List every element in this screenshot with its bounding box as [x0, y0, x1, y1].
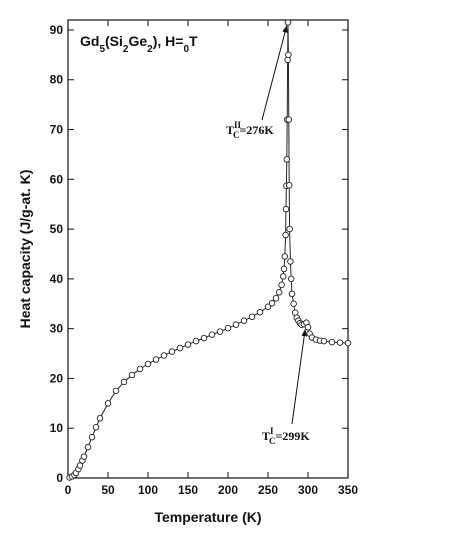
data-point	[272, 295, 280, 302]
data-point	[92, 423, 100, 431]
data-point	[283, 156, 291, 163]
data-point	[336, 339, 344, 346]
x-tick-label: 50	[101, 483, 115, 497]
data-point	[285, 116, 293, 123]
annotation: TI C=299K	[262, 426, 310, 446]
annotation-base: T	[226, 123, 234, 137]
data-point	[144, 360, 152, 368]
annotation-arrow	[291, 329, 308, 425]
y-axis-label: Heat capacity (J/g-at. K)	[17, 170, 33, 329]
x-tick-label: 250	[258, 483, 278, 497]
annotation-sub: C	[269, 436, 276, 446]
y-tick-label: 70	[50, 123, 64, 137]
chart-title: Gd5(Si2Ge2), H=0T	[80, 33, 198, 55]
data-point	[278, 281, 285, 289]
data-point	[184, 341, 192, 348]
data-point	[128, 371, 136, 379]
x-tick-label: 350	[338, 483, 358, 497]
data-point	[168, 348, 176, 355]
x-tick-label: 100	[138, 483, 158, 497]
data-point	[232, 321, 240, 328]
x-tick-label: 0	[65, 483, 72, 497]
y-tick-label: 50	[50, 222, 64, 236]
data-point	[304, 323, 312, 331]
data-point	[84, 443, 92, 451]
data-point	[285, 51, 292, 59]
data-point	[248, 313, 256, 320]
y-tick-label: 90	[50, 23, 64, 37]
data-point	[284, 19, 292, 26]
annotation-text: =299K	[276, 429, 311, 443]
annotation: TII C=276K	[226, 120, 274, 140]
data-point	[192, 337, 200, 345]
data-point	[136, 365, 144, 373]
data-point	[88, 433, 96, 441]
x-tick-label: 300	[298, 483, 318, 497]
y-tick-label: 10	[50, 421, 64, 435]
data-point	[120, 378, 128, 386]
data-point	[287, 275, 295, 283]
data-point	[256, 308, 264, 316]
data-point	[285, 182, 293, 189]
data-point	[328, 338, 336, 346]
data-point	[96, 415, 104, 422]
annotation-arrow	[261, 25, 288, 121]
data-point	[160, 352, 168, 359]
data-point	[268, 300, 276, 307]
data-point	[176, 344, 184, 352]
data-point	[290, 300, 297, 308]
x-tick-label: 200	[218, 483, 238, 497]
data-point	[216, 328, 224, 335]
annotation-sub: C	[233, 130, 240, 140]
y-tick-label: 60	[50, 172, 64, 186]
annotation-base: T	[262, 429, 270, 443]
data-point	[282, 205, 290, 213]
annotation-sup: I	[270, 426, 274, 436]
annotation-sup: II	[234, 120, 242, 130]
data-point	[80, 453, 88, 460]
plot-frame	[67, 19, 349, 479]
x-tick-label: 150	[178, 483, 198, 497]
data-point	[208, 331, 216, 338]
data-point	[152, 356, 160, 363]
data-point	[281, 253, 289, 260]
annotation-text: =276K	[240, 123, 275, 137]
y-tick-label: 30	[50, 322, 64, 336]
data-point	[112, 387, 120, 395]
series-line	[69, 22, 349, 478]
data-point	[288, 290, 296, 298]
data-point	[240, 317, 248, 324]
data-point	[344, 339, 352, 347]
data-point	[286, 225, 293, 233]
data-point	[282, 231, 289, 239]
y-tick-label: 80	[50, 73, 64, 87]
data-point	[320, 337, 328, 345]
y-tick-label: 40	[50, 272, 64, 286]
data-point	[275, 289, 283, 296]
y-tick-label: 20	[50, 371, 64, 385]
data-point	[280, 265, 288, 273]
data-point	[224, 324, 232, 332]
data-point	[279, 273, 287, 280]
y-tick-label: 0	[56, 471, 63, 485]
data-point	[264, 303, 272, 310]
data-point	[200, 334, 208, 342]
data-point	[287, 258, 294, 265]
data-point	[104, 400, 112, 407]
x-axis-label: Temperature (K)	[154, 509, 261, 525]
